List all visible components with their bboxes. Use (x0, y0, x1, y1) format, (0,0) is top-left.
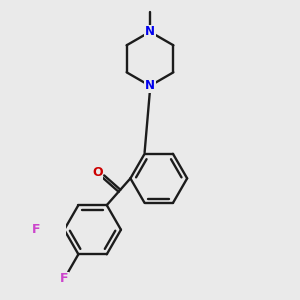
Text: N: N (145, 25, 155, 38)
Text: N: N (145, 79, 155, 92)
Text: F: F (32, 223, 40, 236)
Text: O: O (92, 167, 103, 179)
Text: F: F (60, 272, 68, 285)
